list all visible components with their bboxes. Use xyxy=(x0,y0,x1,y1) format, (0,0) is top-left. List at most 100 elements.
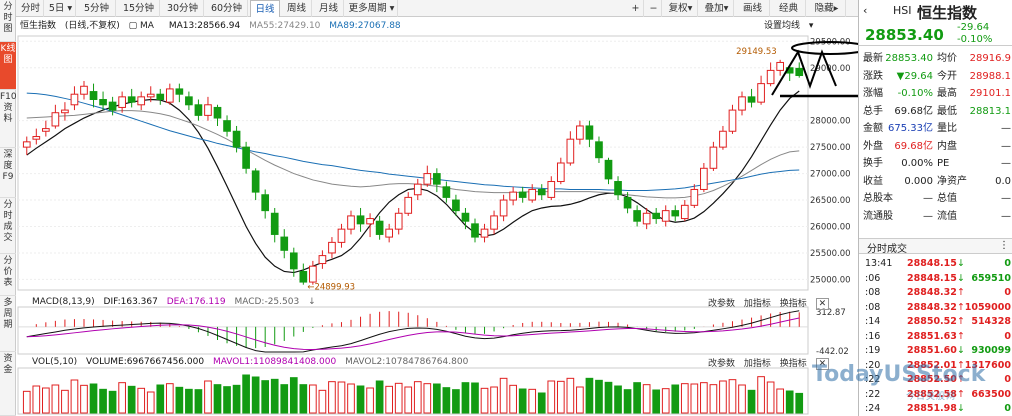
tab-30min[interactable]: 30分钟 xyxy=(162,0,204,17)
left-tab-price-table[interactable]: 分价表 xyxy=(0,254,16,296)
draw-line-button[interactable]: 画线 xyxy=(736,0,770,17)
volume-bar xyxy=(413,381,422,414)
macd-add-indicator-button[interactable]: 加指标 xyxy=(743,299,771,309)
chart-header: 恒生指数 (日线,不复权) ▢ MA MA13:28566.94 MA55:27… xyxy=(16,18,858,34)
stat-value: 29101.1 xyxy=(969,88,1011,99)
chart-canvas[interactable]: 29500.0029000.0028000.0027500.0027000.00… xyxy=(0,0,858,416)
volume-bar xyxy=(70,379,79,414)
ma-line-ma89 xyxy=(26,92,800,192)
stat-label: 最高 xyxy=(937,88,957,99)
candle-body xyxy=(261,194,270,212)
vol-switch-indicator-button[interactable]: 换指标 xyxy=(779,359,807,369)
stat-value: — xyxy=(1001,158,1011,169)
left-tab-depth[interactable]: 深度F9 xyxy=(0,148,16,198)
vol-param-button[interactable]: 改参数 xyxy=(708,359,736,369)
volume-bar xyxy=(633,382,641,414)
tab-daily[interactable]: 日线 xyxy=(250,0,280,17)
tab-weekly[interactable]: 周线 xyxy=(282,0,312,17)
macd-param-button[interactable]: 改参数 xyxy=(708,299,736,309)
candle-body xyxy=(442,186,451,198)
left-tab-funds[interactable]: 资金 xyxy=(0,352,16,416)
candle-body xyxy=(213,106,222,119)
vol-close-icon[interactable]: ✕ xyxy=(815,358,830,370)
volume-bar xyxy=(509,384,517,414)
tab-more-periods[interactable]: 更多周期 ▾ xyxy=(346,0,398,17)
ma-checkbox[interactable]: ▢ MA xyxy=(128,21,154,31)
stat-label: 涨跌 xyxy=(863,70,883,82)
candle-body xyxy=(471,223,479,238)
index-title: 恒生指数 xyxy=(917,4,978,22)
watermark-sub: 今日美股网 xyxy=(906,392,957,402)
candle-body xyxy=(289,252,298,270)
candle-body xyxy=(709,146,718,169)
zoom-out-button[interactable]: − xyxy=(646,0,662,17)
volume-bar xyxy=(642,384,651,414)
volume-bar xyxy=(137,387,146,414)
volume-bar xyxy=(537,392,546,414)
tab-60min[interactable]: 60分钟 xyxy=(206,0,248,17)
stat-row: 总股本 — 总值 — xyxy=(859,190,1012,207)
left-tab-ticks[interactable]: 分时成交 xyxy=(0,198,16,254)
adjust-button[interactable]: 复权▾ xyxy=(664,0,698,17)
volume-bar xyxy=(270,378,279,414)
volume-bar xyxy=(757,376,765,414)
tick-volume: 663500 xyxy=(971,388,1011,400)
volume-bar xyxy=(728,379,737,414)
tick-time: :24 xyxy=(865,403,881,414)
macd-header: MACD(8,13,9) DIF:163.367 DEA:176.119 MAC… xyxy=(32,296,322,308)
vol-add-indicator-button[interactable]: 加指标 xyxy=(743,359,771,369)
left-tab-f10[interactable]: F10资料 xyxy=(0,90,17,148)
classic-button[interactable]: 经典 xyxy=(772,0,806,17)
left-tab-kline[interactable]: K线图 xyxy=(0,42,16,90)
stat-row: 涨跌 ▼29.64 今开 28988.1 xyxy=(859,68,1012,85)
stat-row: 金额 675.33亿 量比 — xyxy=(859,120,1012,137)
candle-body xyxy=(70,93,79,106)
tick-price: 28852.58 xyxy=(907,388,957,400)
tick-time: :14 xyxy=(865,316,881,327)
volume-bar xyxy=(766,381,775,414)
stat-label: 外盘 xyxy=(863,140,883,152)
tab-15min[interactable]: 15分钟 xyxy=(118,0,160,17)
tab-monthly[interactable]: 月线 xyxy=(314,0,344,17)
candle-body xyxy=(165,88,174,103)
tab-more-label: 更多周期 xyxy=(348,3,387,14)
settings-ma-button[interactable]: 设置均线 ▾ xyxy=(764,21,814,31)
ma-line-ma13 xyxy=(26,90,800,274)
tick-volume: 930099 xyxy=(971,345,1011,356)
tick-row: :20 28852.01 ↑ 1317600 xyxy=(859,358,1012,373)
volume-bar xyxy=(127,385,136,414)
tab-5min[interactable]: 5分钟 xyxy=(78,0,116,17)
candle-body xyxy=(671,210,680,217)
tick-arrow-icon: ↑ xyxy=(957,287,965,298)
macd-close-icon[interactable]: ✕ xyxy=(815,298,830,310)
hide-button[interactable]: 隐藏▸ xyxy=(808,0,846,17)
tick-time: :08 xyxy=(865,287,881,298)
tab-timeshare[interactable]: 分时 xyxy=(18,0,44,17)
prev-arrow-icon[interactable]: ‹ xyxy=(863,4,868,17)
candle-body xyxy=(576,125,584,140)
stat-label: 净资产 xyxy=(937,175,967,187)
tab-5day[interactable]: 5日 ▾ xyxy=(46,0,76,17)
period-toolbar: 分时 5日 ▾ 5分钟 15分钟 30分钟 60分钟 日线 周线 月线 更多周期… xyxy=(16,0,858,17)
overlay-button[interactable]: 叠加▾ xyxy=(700,0,734,17)
macd-switch-indicator-button[interactable]: 换指标 xyxy=(779,299,807,309)
tick-time: :06 xyxy=(865,272,881,284)
tick-price: 28851.60 xyxy=(907,345,957,356)
zoom-in-button[interactable]: + xyxy=(628,0,644,17)
volume-bar xyxy=(680,383,689,414)
main-pane-frame xyxy=(17,35,809,291)
volume-bar xyxy=(61,389,69,414)
volume-bar xyxy=(690,383,699,414)
candle-body xyxy=(356,215,365,225)
left-tab-multi-period[interactable]: 多周期 xyxy=(0,296,16,352)
volume-bar xyxy=(576,386,584,414)
stat-label: 流值 xyxy=(937,210,957,222)
candle-body xyxy=(118,96,126,108)
tick-volume: 1059000 xyxy=(964,301,1011,313)
volume-bar xyxy=(375,380,384,414)
left-tab-timeshare[interactable]: 分时图 xyxy=(0,0,16,42)
stat-label: 总值 xyxy=(937,193,957,204)
stat-label: 总手 xyxy=(863,105,883,117)
candle-body xyxy=(194,104,203,116)
ticks-expand-icon[interactable]: ⋮ xyxy=(999,240,1009,251)
